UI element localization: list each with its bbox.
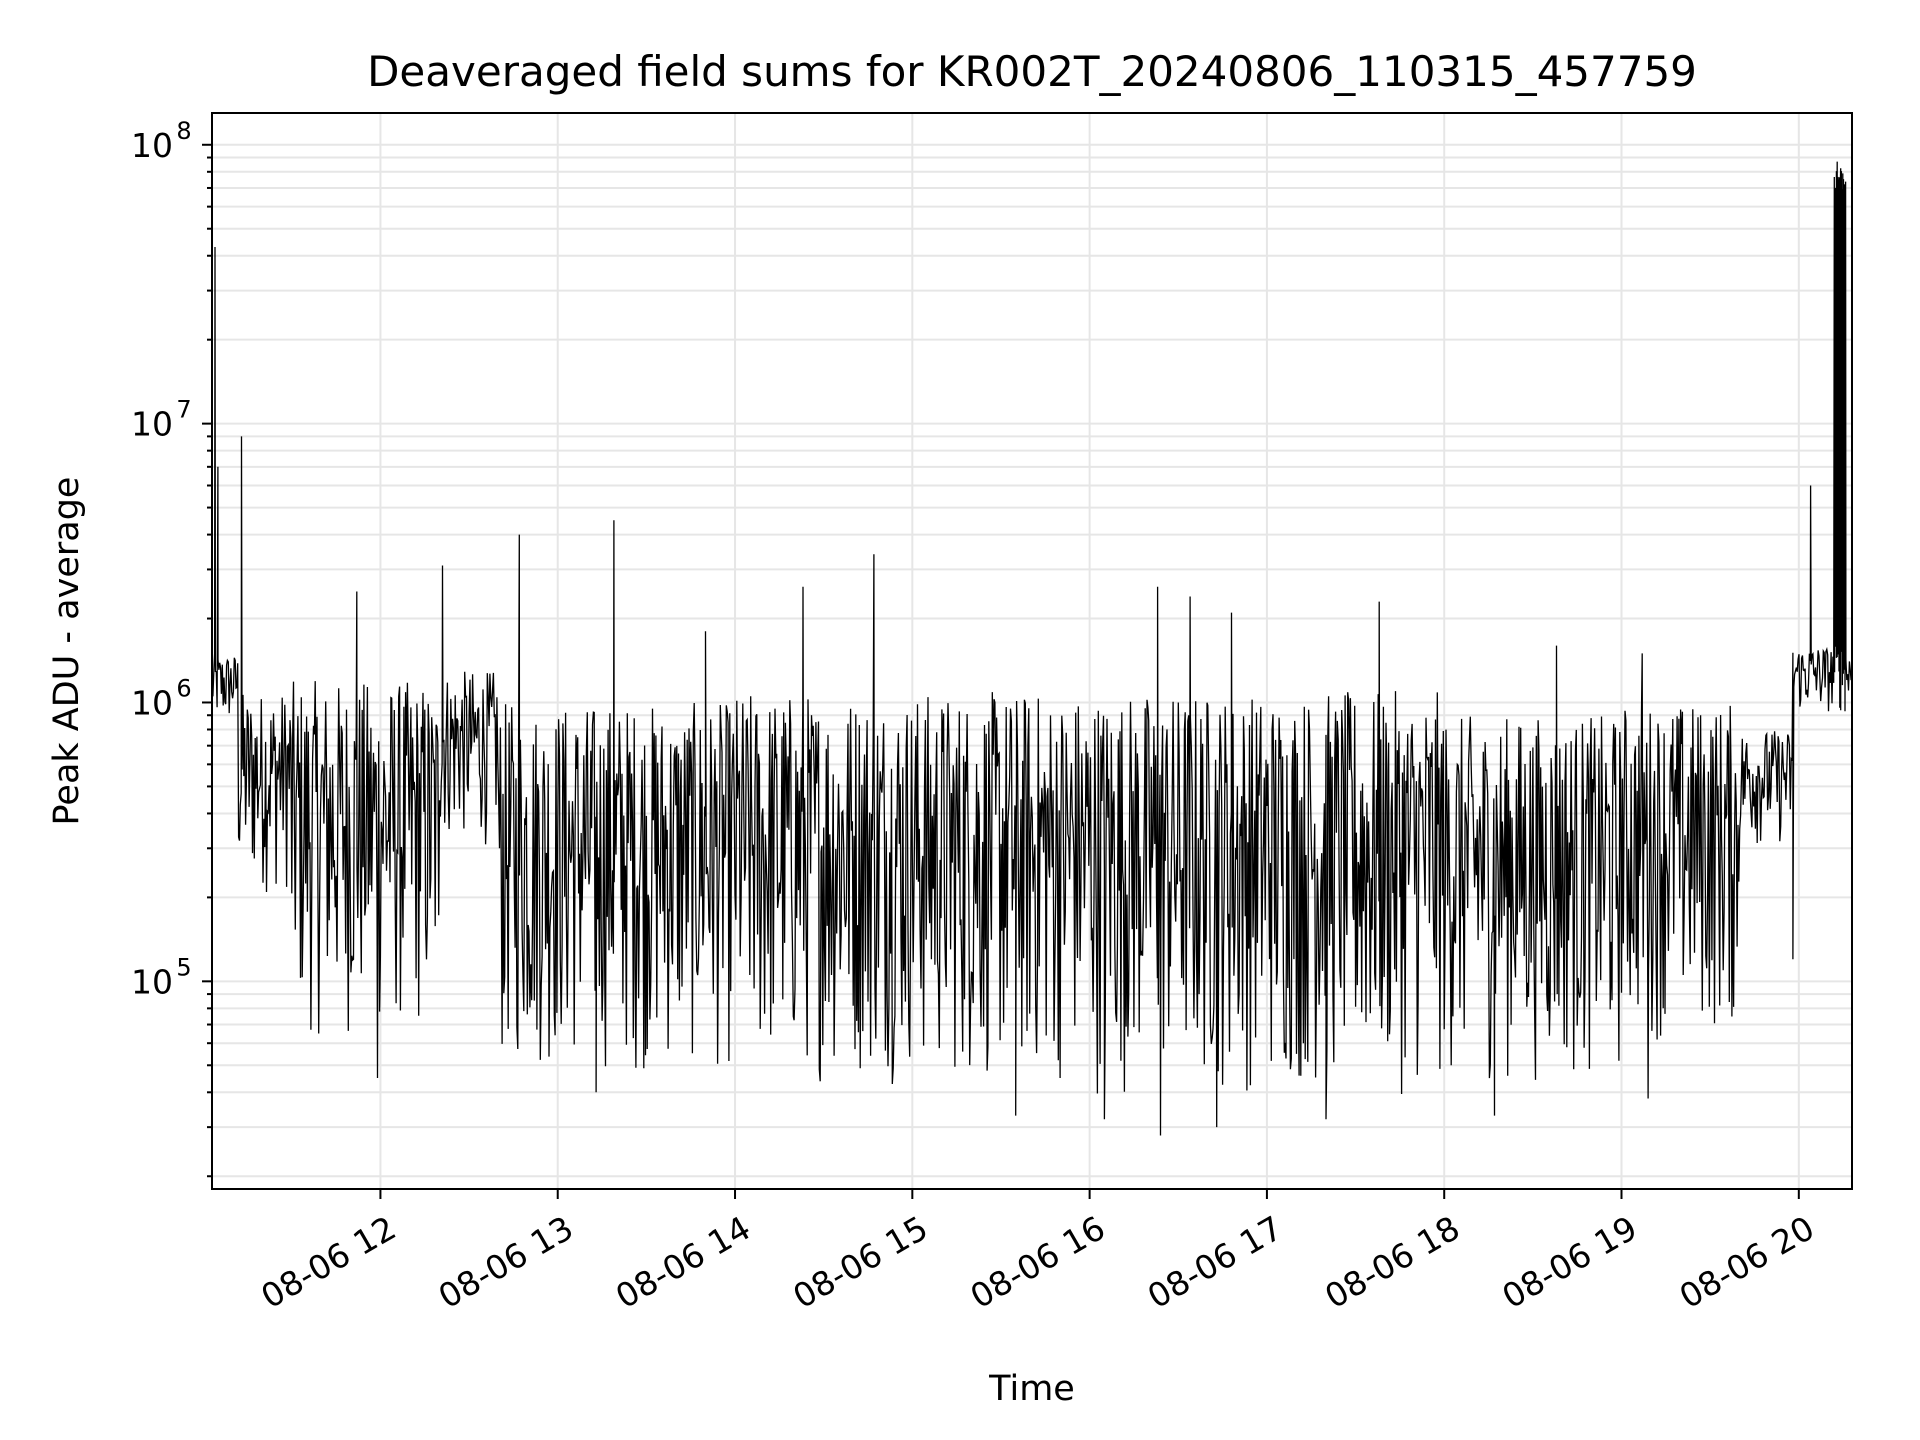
series-line (211, 161, 1852, 1136)
y-tick-label-exponent: 7 (176, 396, 191, 424)
plot-frame (211, 112, 1853, 1190)
y-tick-label: 10 (131, 962, 173, 1001)
y-tick-label-exponent: 5 (176, 953, 191, 981)
y-tick-label: 10 (131, 683, 173, 722)
x-axis-label: Time (988, 1369, 1075, 1409)
chart-title: Deaveraged field sums for KR002T_2024080… (367, 47, 1697, 96)
y-tick-label: 10 (131, 126, 173, 165)
y-tick-label: 10 (131, 405, 173, 444)
y-axis-label: Peak ADU - average (47, 477, 87, 826)
series-path (211, 161, 1852, 1136)
y-tick-label-exponent: 8 (176, 117, 191, 145)
y-tick-label-exponent: 6 (176, 674, 191, 702)
